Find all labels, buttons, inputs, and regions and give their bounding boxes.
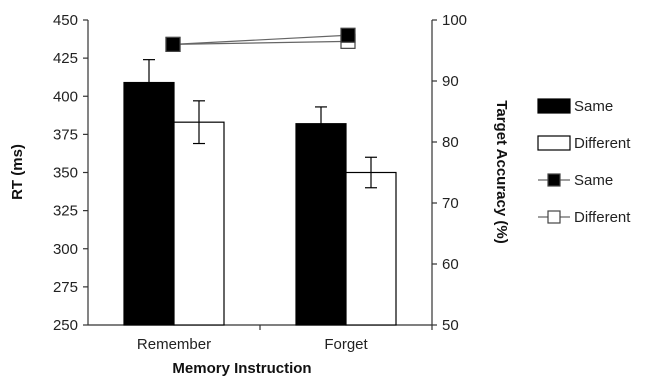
bar (173, 121, 225, 326)
y-tick-label: 325 (53, 203, 78, 220)
bar (295, 123, 347, 326)
legend-label: Different (574, 135, 631, 152)
accuracy-lines (165, 27, 356, 53)
bar (123, 81, 175, 326)
accuracy-line (172, 40, 349, 45)
y-tick-label: 350 (53, 165, 78, 182)
tick-labels: 250 275 300 325 350 375 400 425 450 50 60 70 80 90 100… (53, 12, 467, 353)
legend-label: Same (574, 172, 613, 189)
y2-tick-label: 70 (442, 195, 459, 212)
bars (123, 59, 397, 326)
y-tick-label: 250 (53, 317, 78, 334)
legend-label: Same (574, 98, 613, 115)
y-tick-label: 300 (53, 241, 78, 258)
y2-tick-label: 80 (442, 134, 459, 151)
legend-swatch (537, 135, 571, 151)
y2-axis-title: Target Accuracy (%) (493, 100, 510, 243)
x-tick-label: Forget (324, 336, 368, 353)
y-tick-label: 425 (53, 50, 78, 67)
y-tick-label: 375 (53, 126, 78, 143)
y2-tick-label: 100 (442, 12, 467, 29)
y2-tick-label: 60 (442, 256, 459, 273)
x-tick-label: Remember (137, 336, 211, 353)
accuracy-marker (165, 36, 181, 53)
legend-label: Different (574, 209, 631, 226)
legend-swatch (537, 98, 571, 114)
accuracy-line (172, 34, 349, 45)
y-tick-label: 400 (53, 88, 78, 105)
x-axis-title: Memory Instruction (172, 360, 311, 377)
y-tick-label: 275 (53, 279, 78, 296)
legend: Same Different Same Different (537, 98, 631, 226)
bar (345, 171, 397, 326)
y2-tick-label: 50 (442, 317, 459, 334)
legend-marker (547, 173, 561, 187)
y-axis-title: RT (ms) (9, 144, 26, 200)
accuracy-marker (340, 27, 356, 43)
y-tick-label: 450 (53, 12, 78, 29)
y2-tick-label: 90 (442, 73, 459, 90)
legend-marker (547, 210, 561, 224)
